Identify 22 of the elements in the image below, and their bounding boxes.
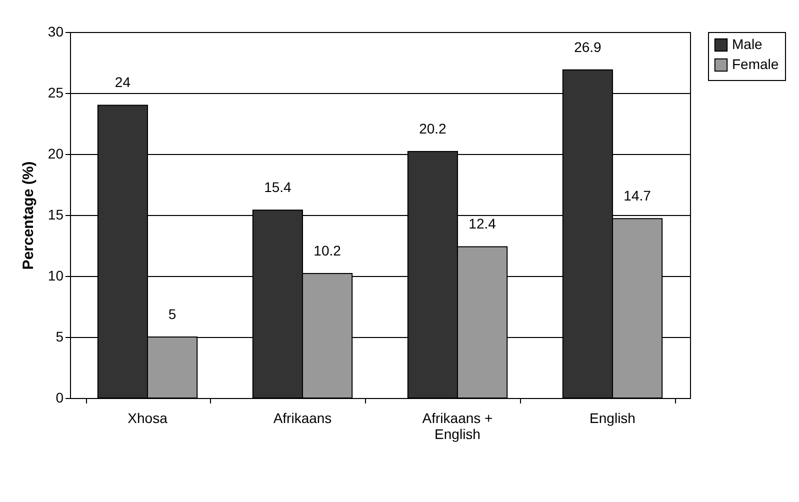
data-label: 15.4 (264, 179, 292, 196)
y-tick-label: 0 (56, 390, 64, 406)
data-label: 20.2 (419, 120, 447, 137)
y-tick-label: 25 (48, 84, 64, 100)
y-tick-label: 15 (48, 206, 64, 222)
data-label: 5 (168, 306, 176, 322)
data-label: 14.7 (624, 188, 652, 204)
legend-label: Female (732, 56, 779, 72)
y-axis-title: Percentage (%) (20, 161, 37, 270)
x-tick-label: Afrikaans + English (422, 410, 493, 442)
legend-label: Male (732, 36, 763, 52)
data-label: 24 (114, 74, 131, 90)
data-label: 12.4 (468, 216, 496, 232)
data-label: 10.2 (314, 242, 342, 259)
data-label: 26.9 (574, 38, 602, 55)
x-tick-label: Afrikaans (273, 410, 332, 426)
y-tick-label: 20 (48, 146, 64, 162)
y-tick-label: 30 (48, 24, 64, 40)
y-tick-label: 5 (56, 328, 64, 344)
x-tick-label: English (590, 410, 636, 426)
x-tick-label: Xhosa (128, 410, 168, 426)
y-tick-label: 10 (48, 268, 64, 284)
